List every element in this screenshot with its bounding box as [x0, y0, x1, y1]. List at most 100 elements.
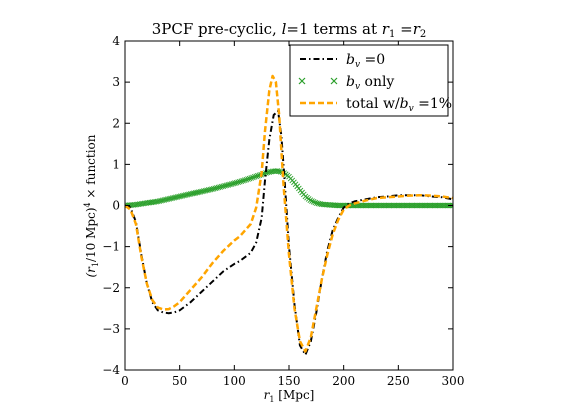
y-axis-label-sup: 4: [83, 202, 92, 207]
bv-only-marker: [168, 195, 174, 202]
chart-title-r2: r: [413, 20, 421, 38]
bv-only-marker: [171, 194, 178, 201]
bv-only-marker: [156, 198, 163, 204]
bv-only-marker: [215, 184, 222, 191]
x-axis-label: r1 [Mpc]: [264, 388, 315, 404]
bv-only-marker: [154, 198, 161, 205]
bv-only-marker: [246, 175, 253, 182]
bv-only-marker: [217, 184, 223, 190]
bv-only-marker: [222, 182, 228, 189]
bv-only-marker: [276, 168, 282, 175]
bv-only-marker: [179, 193, 186, 199]
bv-only-marker: [207, 186, 214, 193]
bv-only-marker: [255, 172, 261, 179]
bv-only-marker: [233, 179, 240, 186]
bv-only-marker: [274, 168, 281, 174]
bv-only-marker: [158, 197, 164, 204]
y-tick-label-1: −3: [102, 322, 120, 336]
plot-area: 0 50 100 150 200 250 300 −4 −3 −2 −1 0 1 2 3 4: [102, 34, 464, 388]
bv-only-marker: [195, 189, 202, 195]
bv-only-marker: [241, 177, 248, 183]
bv-only-marker: [202, 187, 209, 194]
bv-only-marker: [232, 180, 238, 186]
chart-title-mid: =1 terms at: [286, 20, 381, 38]
legend-label-bv-only-b: b: [346, 74, 355, 90]
bv-only-marker: [250, 174, 256, 181]
bv-only-marker: [163, 196, 169, 203]
bv-only-marker: [164, 196, 171, 202]
bv-only-marker: [182, 192, 189, 198]
x-tick-label-6: 300: [442, 374, 465, 388]
bv-only-marker: [177, 193, 184, 200]
x-tick-label-5: 250: [387, 374, 410, 388]
tick-layer: 0 50 100 150 200 250 300 −4 −3 −2 −1 0 1 2 3 4: [102, 34, 464, 388]
y-axis-label-rest: × function: [84, 134, 98, 202]
y-axis-label-open: (r: [84, 266, 98, 278]
legend-label-total-sub: v: [409, 104, 414, 114]
y-tick-label-4: 0: [112, 199, 120, 213]
bv-only-marker: [230, 180, 237, 187]
bv-only-marker: [266, 169, 273, 175]
y-tick-label-3: −1: [102, 240, 120, 254]
series-line-bv0: [125, 109, 453, 356]
bv-only-marker: [312, 199, 319, 206]
bv-only-marker: [253, 173, 260, 180]
bv-only-marker: [225, 182, 232, 188]
bv-only-marker: [220, 183, 227, 189]
bv-only-marker: [315, 200, 322, 207]
chart-title-r1-sub: 1: [389, 29, 395, 40]
bv-only-marker: [210, 185, 217, 192]
x-tick-label-3: 150: [278, 374, 301, 388]
bv-only-marker: [227, 181, 233, 188]
bv-only-marker: [161, 197, 168, 203]
legend-label-bv-only: bv only: [346, 74, 394, 92]
bv-only-marker: [218, 183, 225, 190]
bv-only-marker: [159, 197, 166, 204]
series-layer: [125, 74, 453, 356]
legend-label-total-b: b: [400, 96, 409, 112]
chart-title: 3PCF pre-cyclic, l=1 terms at r1 =r2: [152, 20, 426, 40]
legend-label-bv0: bv =0: [346, 52, 385, 70]
legend-label-total-prefix: total w/: [346, 96, 400, 112]
y-axis-label-mid: /10 Mpc): [84, 208, 98, 263]
chart-title-r1: r: [382, 20, 390, 38]
chart-title-prefix: 3PCF pre-cyclic,: [152, 20, 282, 38]
bv-only-marker: [181, 192, 187, 199]
y-axis-label-sub: 1: [91, 262, 100, 267]
bv-only-marker: [248, 175, 255, 181]
bv-only-marker: [243, 176, 250, 183]
legend-label-bv-only-rest: only: [360, 74, 394, 90]
x-axis-label-rest: [Mpc]: [274, 388, 314, 402]
bv-only-marker: [184, 191, 191, 198]
chart-title-l: l: [282, 20, 287, 38]
legend-label-bv-only-sub: v: [355, 82, 360, 92]
bv-only-marker: [176, 193, 182, 200]
bv-only-marker: [199, 188, 205, 195]
bv-only-marker: [197, 188, 204, 195]
bv-only-marker: [200, 188, 207, 194]
bv-only-marker: [223, 182, 230, 189]
bv-only-marker: [235, 179, 241, 185]
x-axis-label-r: r: [264, 388, 271, 402]
x-tick-label-2: 100: [223, 374, 246, 388]
chart-title-r2-sub: 2: [420, 29, 426, 40]
bv-only-marker: [192, 190, 199, 196]
bv-only-marker: [212, 185, 219, 192]
bv-only-marker: [166, 195, 173, 202]
chart-title-eq: =: [395, 20, 412, 38]
bv-only-marker: [174, 194, 181, 200]
bv-only-marker: [245, 176, 251, 182]
y-tick-label-8: 4: [112, 34, 120, 48]
bv-only-marker: [314, 200, 320, 206]
bv-only-marker: [194, 189, 200, 196]
y-axis-label: (r1/10 Mpc)4 × function: [83, 134, 100, 277]
x-tick-label-0: 0: [121, 374, 129, 388]
bv-only-marker: [189, 190, 196, 197]
bv-only-marker: [307, 197, 314, 203]
bv-only-marker: [236, 178, 243, 185]
bv-only-marker: [310, 198, 317, 205]
series-line-total: [125, 74, 453, 353]
y-tick-label-7: 3: [112, 75, 120, 89]
legend-label-total: total w/bv =1%: [346, 96, 452, 114]
